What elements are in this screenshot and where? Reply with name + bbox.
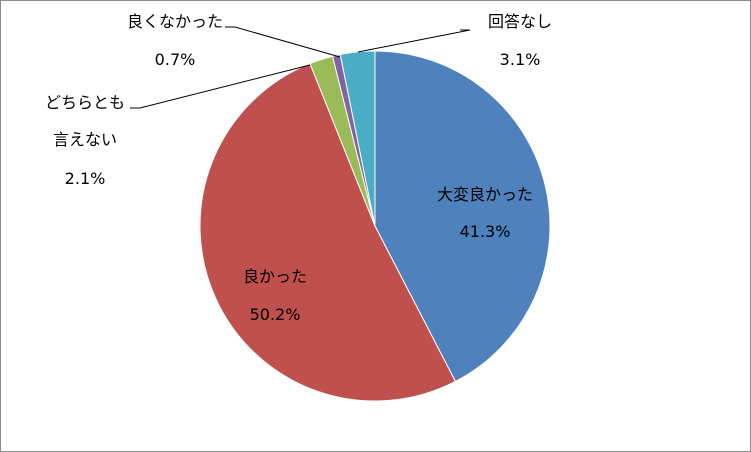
- pie-slice: [374, 50, 551, 383]
- leader-line: [357, 29, 471, 53]
- value-label: 3.1%: [499, 50, 541, 69]
- leader-line: [225, 26, 341, 58]
- category-label: 回答なし: [487, 12, 552, 31]
- leader-line: [130, 64, 311, 109]
- category-label: 良かった: [242, 267, 307, 286]
- value-label: 50.2%: [249, 305, 301, 324]
- value-label: 0.7%: [154, 50, 196, 69]
- category-label: どちらとも言えない: [44, 93, 125, 149]
- pie-slice: [339, 50, 376, 227]
- category-label: 良くなかった: [126, 12, 223, 31]
- value-label: 2.1%: [64, 169, 106, 188]
- category-label: 大変良かった: [436, 185, 533, 204]
- value-label: 41.3%: [459, 222, 511, 241]
- pie-slice: [199, 62, 457, 402]
